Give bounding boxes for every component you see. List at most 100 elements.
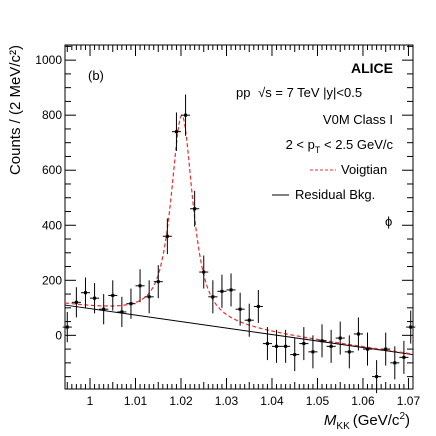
legend-voigtian-label: Voigtian [341,162,387,177]
data-point [372,360,382,394]
data-point-marker [293,353,297,357]
data-point [80,277,91,308]
data-point [71,287,81,318]
data-point [90,283,100,314]
data-point-marker [284,344,288,348]
data-point [290,338,300,372]
data-point [381,332,391,366]
data-point-marker [147,295,151,299]
experiment-label: ALICE [351,60,393,76]
voigtian-layer [64,114,414,355]
x-tick-label: 1.01 [124,394,148,408]
data-point-marker [402,355,406,359]
plot-frame [64,44,414,390]
data-point [399,340,409,374]
x-axis-title: MKK (GeV/c2) [324,411,410,432]
y-tick-label: 600 [42,163,62,177]
data-point [162,218,172,255]
data-point-marker [65,325,69,329]
data-points-layer [62,94,416,394]
axes-layer: 1 1.01 1.02 1.03 1.04 1.05 1.06 1.07 0 200 400 600 8… [35,44,421,408]
data-point-marker [329,344,333,348]
data-point-marker [409,325,413,329]
data-point [144,280,154,314]
collision-system: pp [236,85,250,100]
data-point [235,292,245,326]
data-point [308,335,318,369]
x-tick-label: 1.06 [351,394,375,408]
data-point-marker [229,288,233,292]
x-tick-label: 1.05 [306,394,330,408]
data-point [217,274,227,308]
legend-bkg-label: Residual Bkg. [295,187,375,202]
x-tick-label: 1 [87,394,94,408]
data-point [244,303,254,337]
data-point-marker [202,270,206,274]
data-point-marker [338,336,342,340]
data-point [199,255,209,289]
data-point-marker [347,350,351,354]
pt-sub: T [315,145,321,155]
data-point-marker [111,293,115,297]
x-axis-unit: (GeV/c [353,412,400,429]
data-point [335,321,345,355]
data-point [108,280,118,311]
y-tick-label: 800 [42,108,62,122]
data-point [362,332,373,366]
data-point-marker [93,296,97,300]
data-point-marker [311,350,315,354]
data-point [406,310,416,344]
data-point [99,294,109,325]
data-point-marker [393,361,397,365]
data-point [262,327,272,361]
pt-pre: 2 < p [286,137,315,152]
data-point-marker [120,310,124,314]
pt-range-label: 2 < pT < 2.5 GeV/c [286,137,394,155]
data-point [153,265,163,299]
x-tick-label: 1.07 [397,394,421,408]
sqrt-s-symbol: √s [258,85,272,100]
y-tick-label: 400 [42,218,62,232]
data-point [299,327,309,361]
data-point [326,329,336,363]
y-tick-label: 0 [55,328,62,342]
data-point [135,269,145,303]
x-axis-close: ) [405,412,410,429]
data-point [126,288,136,319]
data-point [281,329,291,363]
data-point-marker [366,347,370,351]
data-point-marker [83,291,87,295]
panel-label: (b) [88,68,104,83]
data-point [253,289,263,323]
data-point [344,335,354,369]
x-axis-exp: 2 [399,411,405,422]
data-point-marker [74,300,78,304]
data-point-marker [247,318,251,322]
residual-bkg-layer [64,304,414,356]
data-point [390,346,400,380]
data-point [226,273,236,307]
data-point-marker [129,302,133,306]
data-point-marker [184,113,188,117]
data-point [190,190,200,227]
pt-post: < 2.5 GeV/c [320,137,393,152]
x-tick-label: 1.02 [169,394,193,408]
data-point-marker [156,280,160,284]
data-point-marker [174,130,178,134]
data-point-marker [265,342,269,346]
data-point-marker [238,307,242,311]
x-tick-label: 1.03 [215,394,239,408]
data-point [62,311,72,343]
y-tick-label: 1000 [35,53,62,67]
data-point-marker [220,289,224,293]
data-point [353,317,363,351]
data-point [117,296,127,328]
data-point-marker [384,347,388,351]
data-point-marker [193,207,197,211]
particle-label: ϕ [385,214,392,229]
data-point [317,324,327,358]
x-axis-main: M [324,412,337,429]
residual-bkg-line [64,304,414,356]
y-tick-label: 200 [42,273,62,287]
